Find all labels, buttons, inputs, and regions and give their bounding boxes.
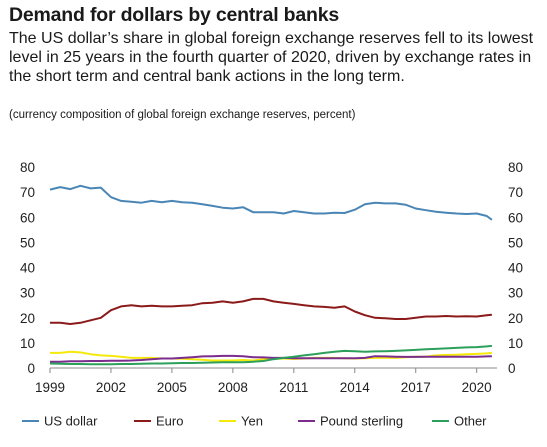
y-tick-label-left: 20: [20, 311, 35, 326]
y-tick-label-right: 50: [508, 235, 523, 250]
legend-label-yen: Yen: [241, 414, 263, 429]
x-tick-label: 2014: [340, 380, 371, 395]
x-tick-label: 2008: [218, 380, 248, 395]
chart-lines: [49, 184, 493, 366]
series-line-pound-sterling: [50, 354, 492, 363]
y-tick-label-left: 40: [20, 261, 35, 276]
legend-label-us-dollar: US dollar: [44, 414, 98, 429]
y-tick-label-right: 60: [508, 210, 523, 225]
y-tick-label-left: 30: [20, 286, 35, 301]
x-tick-label: 2020: [462, 380, 492, 395]
y-tick-label-left: 50: [20, 235, 35, 250]
chart-legend: US dollar Euro Yen Pound sterling Other: [22, 414, 487, 429]
legend-label-other: Other: [454, 414, 487, 429]
y-tick-label-left: 0: [27, 361, 35, 376]
legend-label-pound-sterling: Pound sterling: [320, 414, 403, 429]
x-tick-label: 2002: [96, 380, 126, 395]
y-tick-label-right: 80: [508, 160, 523, 175]
series-line-other: [49, 344, 492, 366]
y-tick-label-right: 70: [508, 185, 523, 200]
y-tick-label-left: 70: [20, 185, 35, 200]
x-tick-label: 1999: [35, 380, 65, 395]
y-tick-label-right: 10: [508, 336, 523, 351]
legend-label-euro: Euro: [156, 414, 183, 429]
y-tick-label-left: 80: [20, 160, 35, 175]
y-tick-label-right: 40: [508, 261, 523, 276]
x-tick-label: 2017: [401, 380, 431, 395]
x-tick-label: 2011: [279, 380, 308, 395]
x-tick-label: 2005: [157, 380, 187, 395]
y-tick-label-left: 60: [20, 210, 35, 225]
y-tick-label-left: 10: [20, 336, 35, 351]
chart-subtitle: The US dollar’s share in global foreign …: [9, 30, 534, 85]
y-tick-label-right: 20: [508, 311, 523, 326]
series-line-euro: [50, 297, 492, 325]
chart-title: Demand for dollars by central banks: [9, 4, 340, 26]
chart-note: (currency composition of global foreign …: [9, 109, 356, 121]
series-line-us-dollar: [49, 184, 493, 221]
y-tick-label-right: 30: [508, 286, 523, 301]
y-tick-label-right: 0: [508, 361, 516, 376]
